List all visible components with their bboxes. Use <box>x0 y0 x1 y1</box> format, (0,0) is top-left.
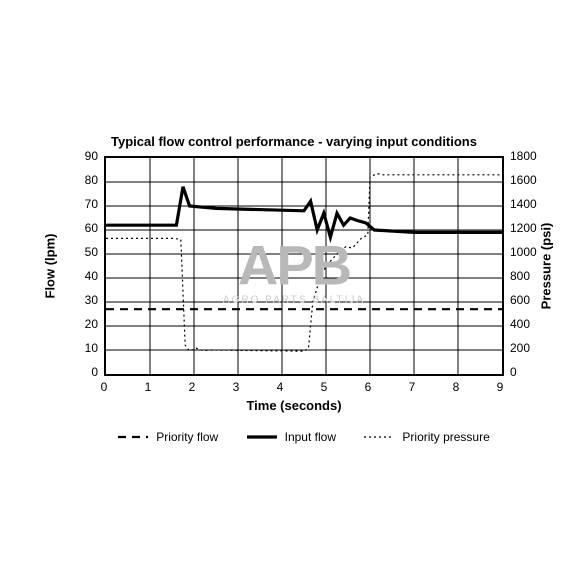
tick-bottom: 4 <box>277 380 284 394</box>
tick-bottom: 3 <box>233 380 240 394</box>
chart-title: Typical flow control performance - varyi… <box>0 134 588 149</box>
chart-container: Typical flow control performance - varyi… <box>0 0 588 588</box>
x-axis-label: Time (seconds) <box>0 398 588 413</box>
tick-right: 1600 <box>510 173 537 187</box>
tick-left: 60 <box>85 221 98 235</box>
legend-sample-icon <box>118 431 148 443</box>
tick-bottom: 1 <box>145 380 152 394</box>
tick-left: 70 <box>85 197 98 211</box>
legend: Priority flow Input flow Priority pressure <box>104 430 504 444</box>
legend-sample-icon <box>247 431 277 443</box>
tick-bottom: 9 <box>497 380 504 394</box>
tick-left: 40 <box>85 269 98 283</box>
tick-right: 1800 <box>510 149 537 163</box>
legend-label: Priority pressure <box>402 430 489 444</box>
plot-area <box>104 156 504 376</box>
tick-right: 1400 <box>510 197 537 211</box>
legend-item-priority_flow: Priority flow <box>118 430 218 444</box>
tick-right: 400 <box>510 317 530 331</box>
tick-left: 0 <box>91 365 98 379</box>
tick-right: 0 <box>510 365 517 379</box>
tick-left: 80 <box>85 173 98 187</box>
tick-left: 30 <box>85 293 98 307</box>
tick-bottom: 2 <box>189 380 196 394</box>
plot-svg <box>106 158 502 374</box>
tick-right: 200 <box>510 341 530 355</box>
tick-right: 1000 <box>510 245 537 259</box>
legend-label: Input flow <box>285 430 336 444</box>
tick-bottom: 7 <box>409 380 416 394</box>
tick-left: 20 <box>85 317 98 331</box>
legend-item-input_flow: Input flow <box>247 430 336 444</box>
tick-bottom: 0 <box>101 380 108 394</box>
tick-right: 800 <box>510 269 530 283</box>
tick-bottom: 5 <box>321 380 328 394</box>
tick-left: 90 <box>85 149 98 163</box>
tick-left: 10 <box>85 341 98 355</box>
tick-bottom: 8 <box>453 380 460 394</box>
tick-right: 600 <box>510 293 530 307</box>
tick-right: 1200 <box>510 221 537 235</box>
legend-label: Priority flow <box>156 430 218 444</box>
tick-left: 50 <box>85 245 98 259</box>
legend-item-priority_pressure: Priority pressure <box>364 430 489 444</box>
legend-sample-icon <box>364 431 394 443</box>
y-right-axis-label: Pressure (psi) <box>539 223 554 310</box>
tick-bottom: 6 <box>365 380 372 394</box>
y-left-axis-label: Flow (lpm) <box>43 234 58 299</box>
series-priority_pressure <box>106 174 502 352</box>
